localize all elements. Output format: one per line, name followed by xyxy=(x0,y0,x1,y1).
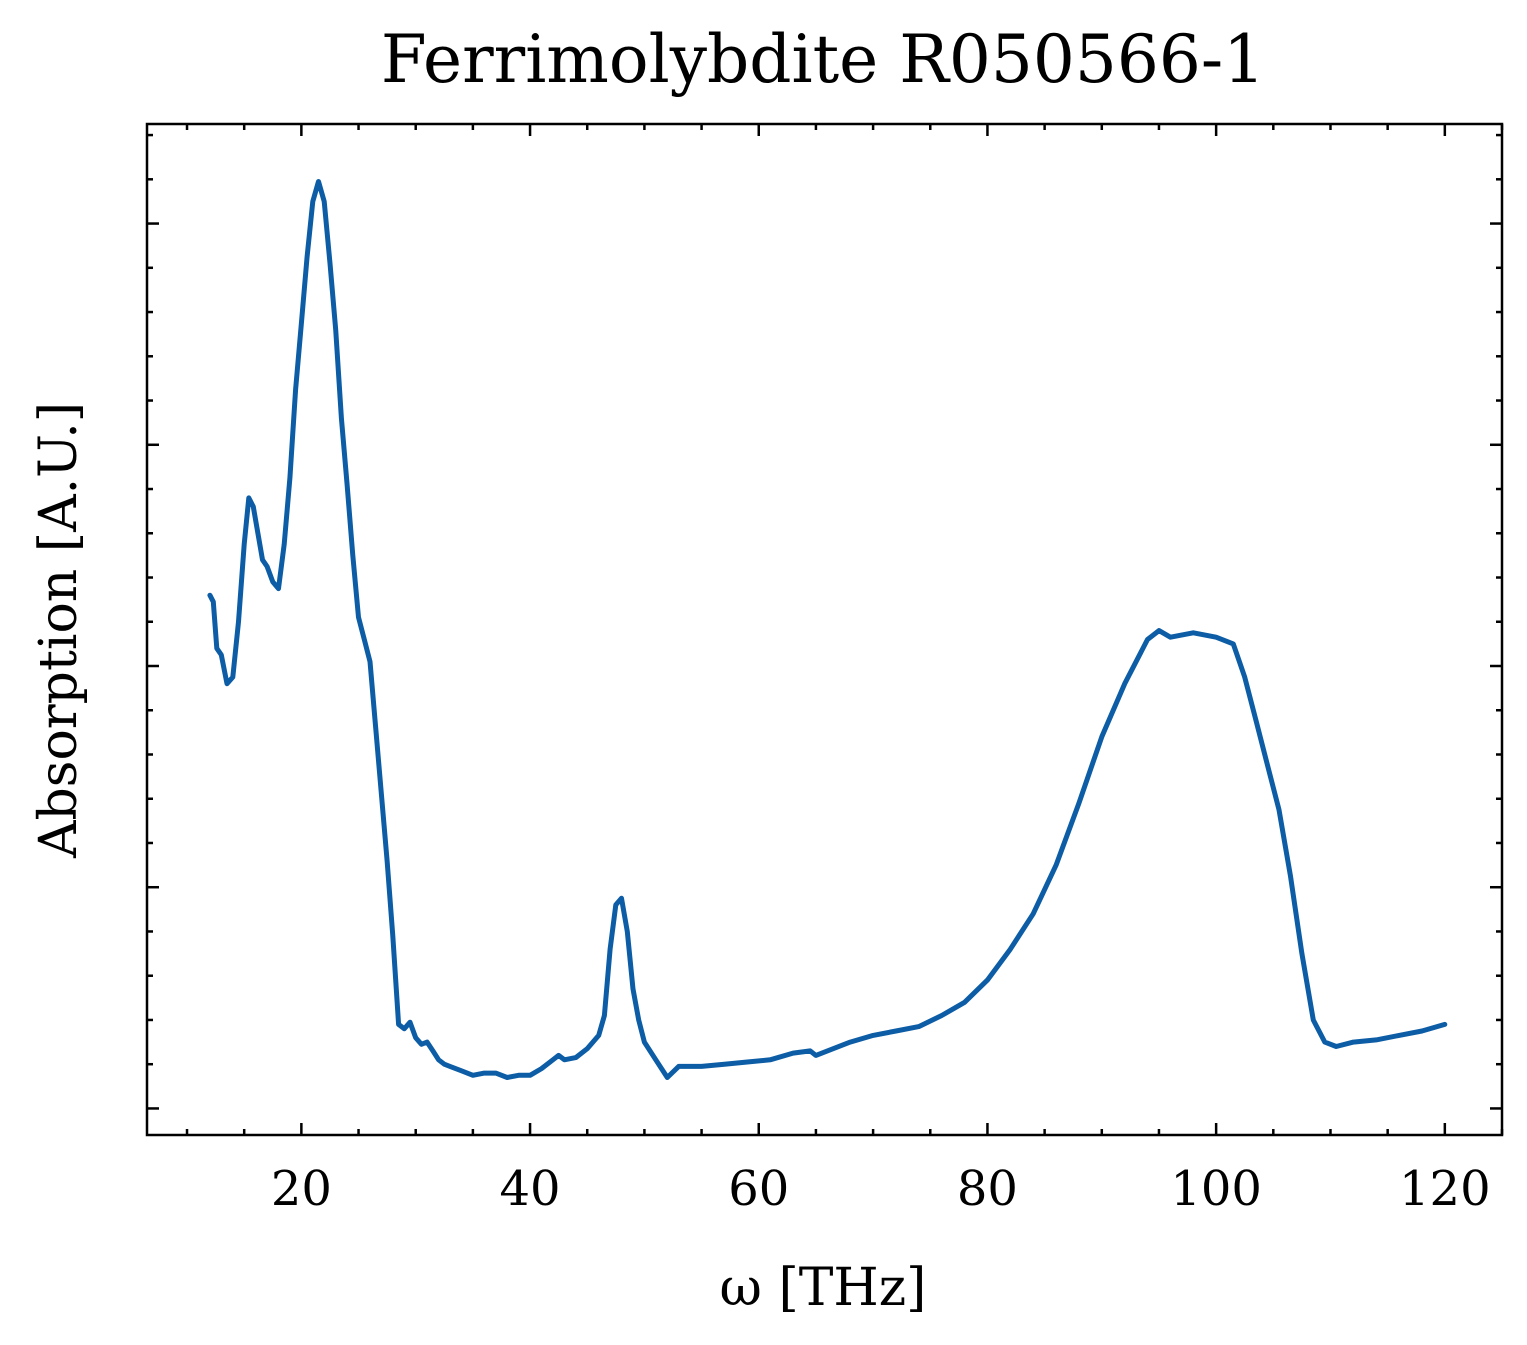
series-line-0 xyxy=(207,179,1448,1080)
x-tick-label: 20 xyxy=(271,1161,332,1217)
chart-title: Ferrimolybdite R050566-1 xyxy=(381,21,1265,98)
axis-ticks xyxy=(147,124,1504,1135)
x-tick-label: 80 xyxy=(957,1161,1018,1217)
x-tick-label: 40 xyxy=(500,1161,561,1217)
x-tick-labels: 20 40 60 80 100 120 xyxy=(271,1161,1491,1217)
x-tick-label: 120 xyxy=(1399,1161,1491,1217)
plot-series xyxy=(207,179,1448,1080)
x-tick-label: 60 xyxy=(728,1161,789,1217)
x-axis-label: ω [THz] xyxy=(720,1258,927,1318)
y-axis-label: Absorption [A.U.] xyxy=(29,402,89,859)
plot-frame xyxy=(145,122,1504,1137)
x-tick-label: 100 xyxy=(1170,1161,1262,1217)
